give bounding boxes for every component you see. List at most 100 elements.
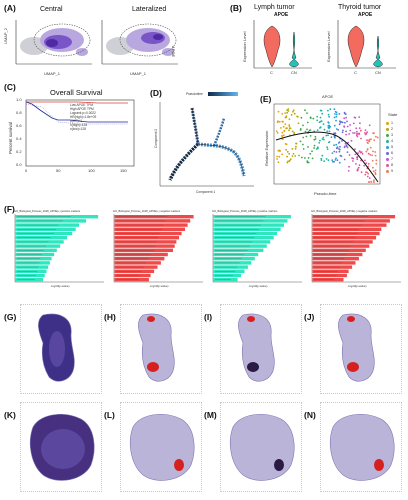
panel-i-label: (I) xyxy=(204,312,213,322)
tissue-image xyxy=(230,414,295,481)
scatter-point xyxy=(335,151,338,153)
scatter-point xyxy=(320,159,323,161)
scatter-point xyxy=(302,143,304,146)
violin-2-subtitle: APOE xyxy=(358,12,373,18)
go-chart-bars xyxy=(311,214,401,283)
scatter-point xyxy=(356,135,359,138)
go-bar-term xyxy=(314,266,340,268)
expression-spot xyxy=(147,362,159,372)
scatter-point xyxy=(369,146,372,149)
scatter-point xyxy=(302,136,305,139)
tissue-section-n xyxy=(320,402,402,492)
scatter-point xyxy=(375,135,377,138)
scatter-point xyxy=(355,163,357,165)
go-bar xyxy=(15,215,99,219)
scatter-point xyxy=(365,150,368,153)
scatter-point xyxy=(288,159,291,162)
scatter-point xyxy=(321,154,324,157)
tissue-image xyxy=(330,414,395,481)
state-legend-item: 4 xyxy=(386,138,393,144)
go-bar-term xyxy=(17,220,63,222)
tissue-section-g xyxy=(20,304,102,394)
scatter-point xyxy=(304,109,306,112)
survival-ylabel: Percent survival xyxy=(8,121,13,154)
scatter-point xyxy=(371,159,374,162)
scatter-point xyxy=(372,170,375,173)
go-bar-term xyxy=(116,237,158,238)
go-bar-term xyxy=(314,220,365,222)
survival-legend-0: Low APOE TPM xyxy=(70,103,93,107)
scatter-point xyxy=(363,164,365,167)
go-bar xyxy=(15,244,61,248)
scatter-point xyxy=(328,115,330,118)
go-bar xyxy=(213,261,252,265)
scatter-point xyxy=(299,129,302,131)
scatter-point xyxy=(284,123,287,126)
go-bar xyxy=(114,236,179,240)
scatter-point xyxy=(375,159,378,162)
go-bar xyxy=(312,240,373,244)
scatter-point xyxy=(288,129,290,132)
expression-spot xyxy=(374,459,384,471)
go-bar-term xyxy=(215,279,231,280)
scatter-point xyxy=(335,111,338,114)
scatter-point xyxy=(323,128,326,131)
scatter-point xyxy=(308,129,311,132)
go-bar xyxy=(312,273,347,278)
scatter-point xyxy=(313,144,316,147)
panel-c: (C) Overall Survival Percent survival Lo… xyxy=(0,82,144,180)
violin-1-group-c: C xyxy=(270,70,273,75)
panel-h-label: (H) xyxy=(104,312,116,322)
survival-ytick-5: 1.0 xyxy=(16,97,22,102)
scatter-point xyxy=(319,139,321,142)
scatter-point xyxy=(364,159,366,162)
go-bar xyxy=(213,244,267,248)
scatter-point xyxy=(365,132,368,135)
scatter-point xyxy=(368,140,371,143)
expression-spot xyxy=(347,316,355,322)
go-bar-term xyxy=(17,237,51,238)
scatter-point xyxy=(334,159,337,161)
scatter-point xyxy=(322,123,325,125)
scatter-point xyxy=(276,155,278,158)
survival-legend-5: n(high)=128 xyxy=(70,123,88,127)
go-bar xyxy=(114,269,155,273)
scatter-point xyxy=(352,132,354,134)
go-bar xyxy=(213,219,288,223)
scatter-point xyxy=(329,108,332,111)
go-bar xyxy=(213,257,255,261)
go-bar xyxy=(15,265,49,269)
scatter-point xyxy=(285,148,287,151)
tissue-section-m xyxy=(220,402,302,492)
panel-a-label: (A) xyxy=(4,3,16,13)
scatter-point xyxy=(305,135,308,138)
scatter-point xyxy=(297,122,300,125)
umap-lateralized-plot xyxy=(101,20,178,65)
scatter-point xyxy=(347,170,350,172)
scatter-point xyxy=(333,132,335,135)
state-dot-icon xyxy=(386,121,389,125)
state-dot-icon xyxy=(386,133,389,137)
state-legend-text: 4 xyxy=(391,139,393,143)
scatter-point xyxy=(276,158,278,160)
go-bar xyxy=(312,269,349,273)
go-bar-term xyxy=(17,224,59,226)
scatter-point xyxy=(293,112,296,115)
scatter-point xyxy=(286,127,288,130)
scatter-point xyxy=(340,121,343,123)
go-bar-term xyxy=(116,245,156,247)
go-bar xyxy=(312,236,377,240)
go-bar xyxy=(213,269,245,273)
scatter-point xyxy=(281,131,284,134)
go-chart-title: GO_Biological_Process_2018_APOE(-) negat… xyxy=(311,210,378,213)
survival-low-curve xyxy=(26,101,128,104)
scatter-point xyxy=(338,123,341,126)
scatter-point xyxy=(372,166,374,169)
scatter-point xyxy=(367,172,370,175)
scatter-point xyxy=(359,122,361,125)
scatter-point xyxy=(327,113,330,116)
survival-plot xyxy=(25,99,135,167)
scatter-point xyxy=(320,157,323,160)
go-bar xyxy=(312,244,370,248)
panel-a-feature: APOE xyxy=(171,46,176,58)
